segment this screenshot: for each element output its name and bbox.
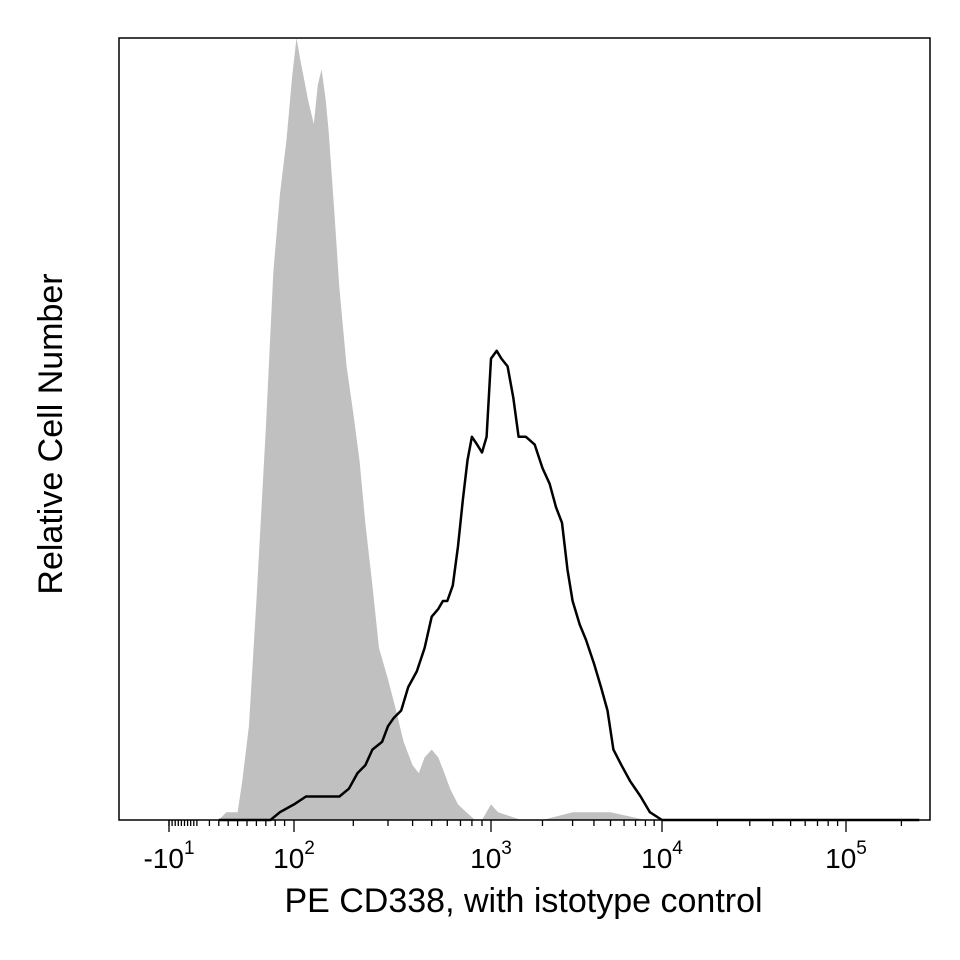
x-tick-label: 102	[273, 838, 315, 874]
x-tick-label: 104	[641, 838, 683, 874]
plot-frame	[118, 37, 931, 821]
isotype-control-histogram	[218, 38, 646, 820]
y-axis-title: Relative Cell Number	[32, 273, 70, 594]
plot-area	[218, 38, 920, 822]
x-tick-label: -101	[143, 838, 194, 874]
cd338-stained-histogram	[218, 349, 920, 822]
x-axis-title: PE CD338, with istotype control	[284, 882, 762, 920]
x-tick-label: 103	[470, 838, 512, 874]
x-axis: -101 102 103 104 105	[143, 820, 903, 874]
x-tick-label: 105	[825, 838, 867, 874]
